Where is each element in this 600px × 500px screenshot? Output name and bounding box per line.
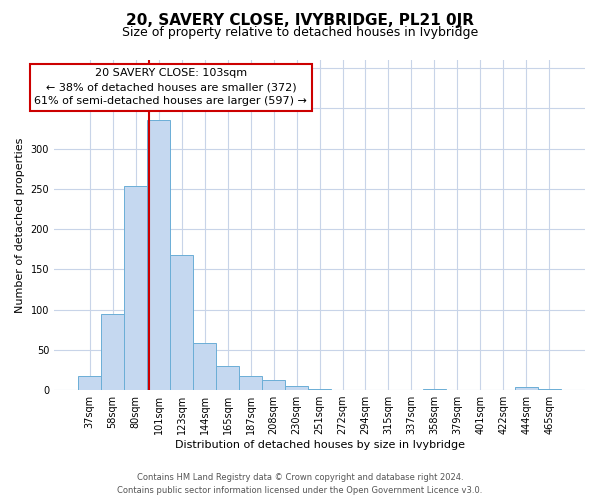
Text: Contains HM Land Registry data © Crown copyright and database right 2024.
Contai: Contains HM Land Registry data © Crown c… (118, 474, 482, 495)
Y-axis label: Number of detached properties: Number of detached properties (15, 138, 25, 312)
Bar (193, 344, 216, 390)
Bar (147, 120, 170, 390)
Bar (170, 255, 193, 390)
Bar (78, 376, 101, 390)
Bar (124, 186, 147, 390)
Bar (216, 366, 239, 390)
Bar (239, 376, 262, 390)
Bar (285, 386, 308, 390)
Bar (262, 380, 285, 390)
Text: 20 SAVERY CLOSE: 103sqm
← 38% of detached houses are smaller (372)
61% of semi-d: 20 SAVERY CLOSE: 103sqm ← 38% of detache… (34, 68, 307, 106)
Bar (101, 314, 124, 390)
Text: 20, SAVERY CLOSE, IVYBRIDGE, PL21 0JR: 20, SAVERY CLOSE, IVYBRIDGE, PL21 0JR (126, 12, 474, 28)
X-axis label: Distribution of detached houses by size in Ivybridge: Distribution of detached houses by size … (175, 440, 464, 450)
Text: Size of property relative to detached houses in Ivybridge: Size of property relative to detached ho… (122, 26, 478, 39)
Bar (515, 387, 538, 390)
